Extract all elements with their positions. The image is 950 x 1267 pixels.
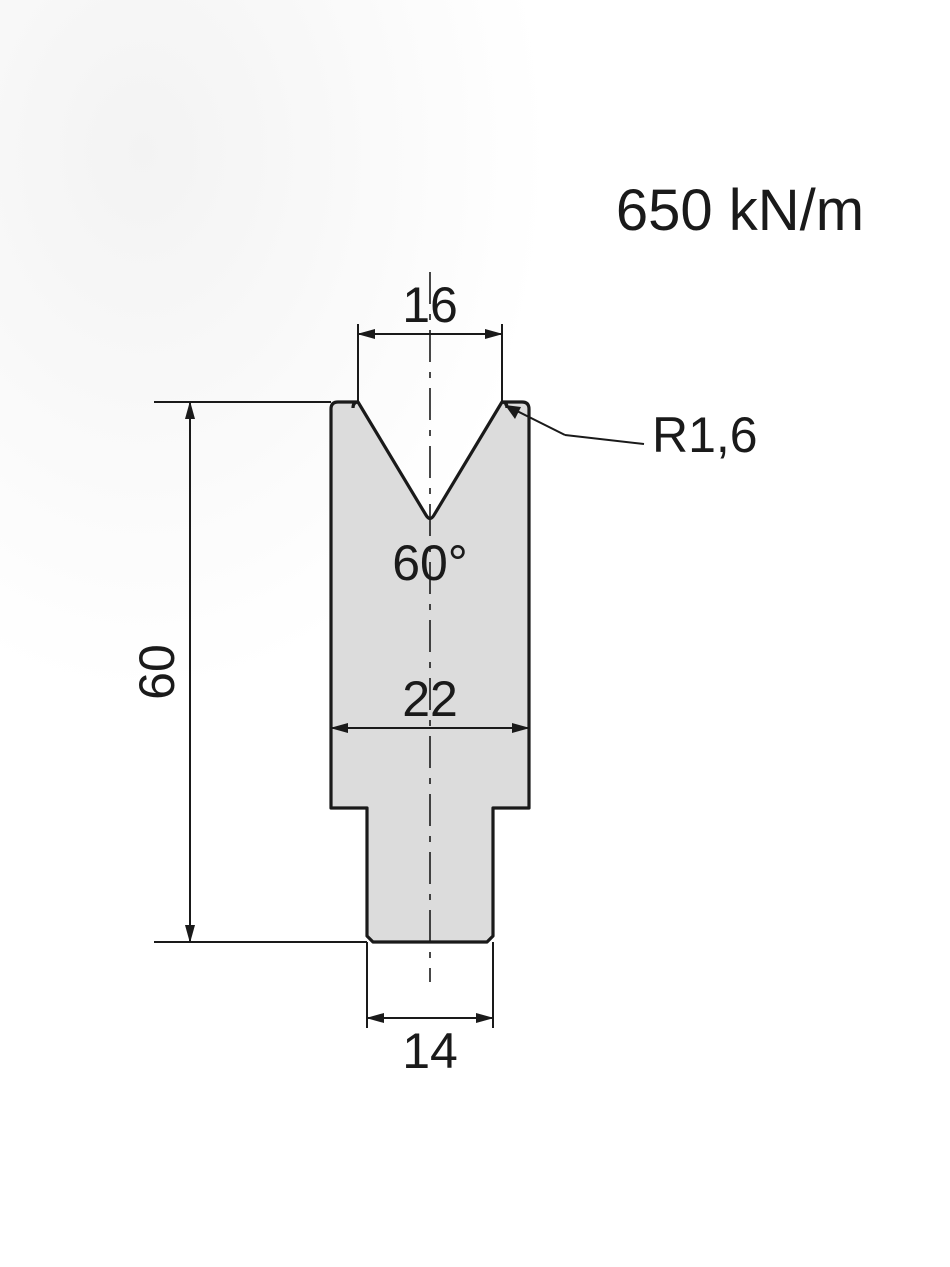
dim-height: 60	[129, 644, 185, 700]
dim-radius: R1,6	[652, 407, 758, 463]
dim-angle: 60°	[392, 535, 468, 591]
dim-tang-width: 14	[402, 1023, 458, 1079]
dim-v-opening: 16	[402, 277, 458, 333]
load-rating: 650 kN/m	[616, 178, 864, 243]
dim-body-width: 22	[402, 671, 458, 727]
